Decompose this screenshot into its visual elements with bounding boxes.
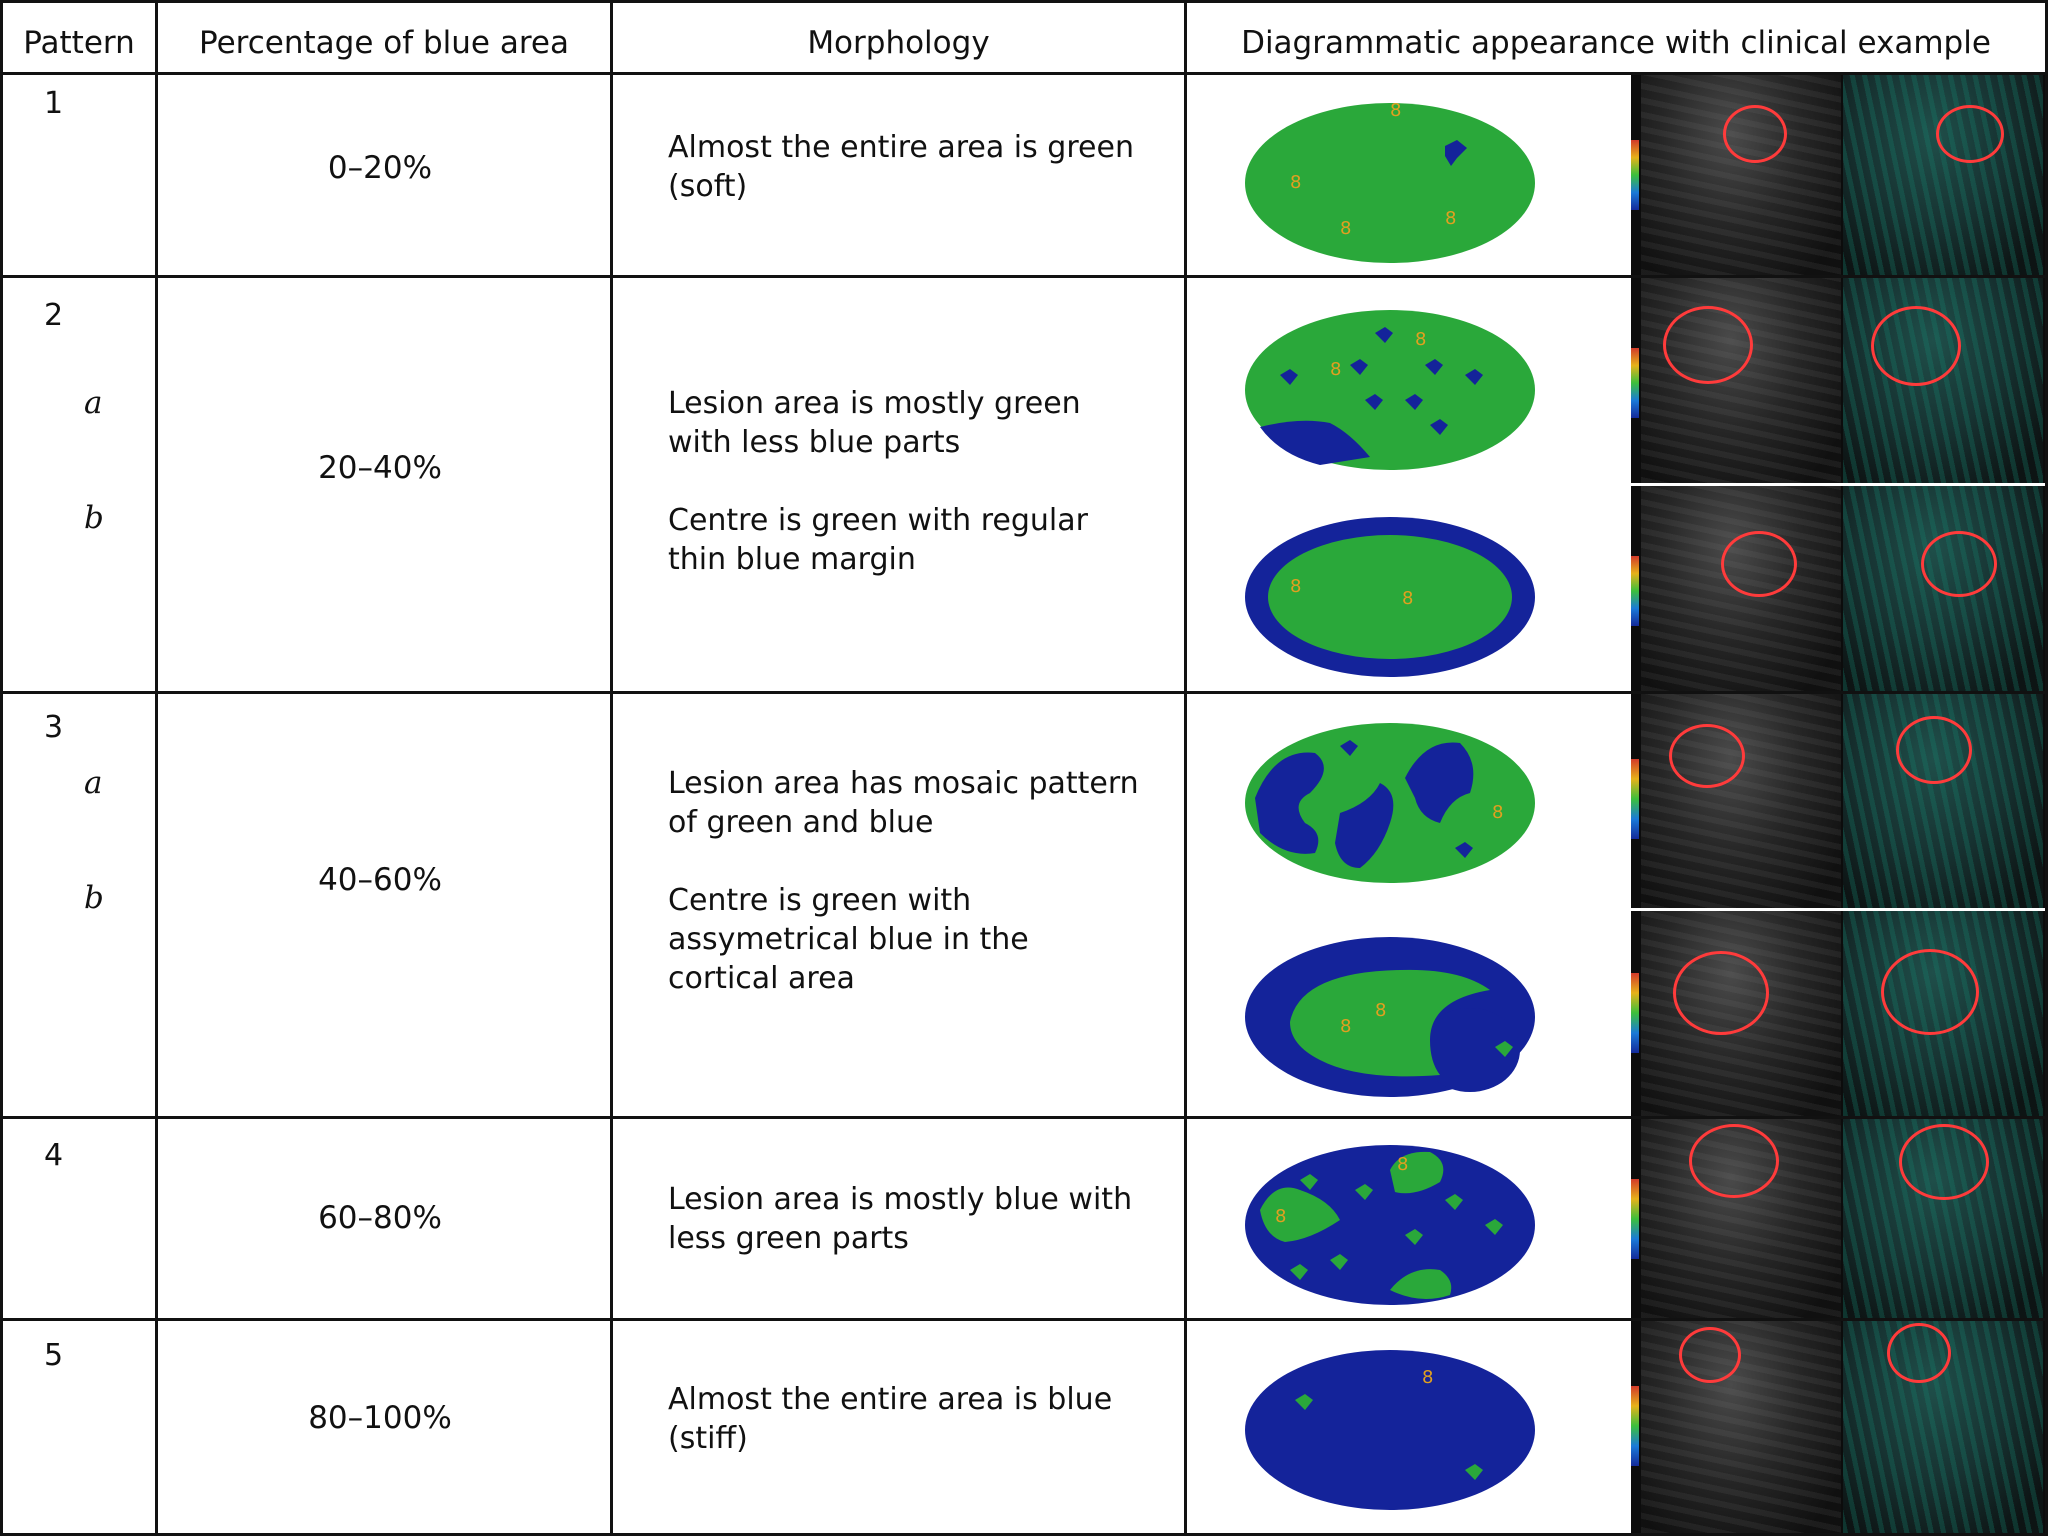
svg-text:8: 8 bbox=[1422, 1367, 1433, 1388]
percentage-5: 80–100% bbox=[308, 1400, 452, 1436]
subpattern-3b: b bbox=[84, 880, 104, 916]
b-mode-panel bbox=[1641, 1321, 1841, 1533]
lesion-circle bbox=[1669, 724, 1745, 788]
lesion-circle bbox=[1896, 716, 1972, 784]
table-border-left bbox=[0, 0, 3, 1536]
column-divider-3 bbox=[1184, 0, 1187, 1536]
lesion-circle bbox=[1663, 306, 1753, 384]
diagram-pattern-3b: 8 8 bbox=[1245, 937, 1535, 1097]
table-border-right bbox=[2045, 0, 2048, 1536]
lesion-circle bbox=[1881, 949, 1979, 1035]
row-divider-1 bbox=[0, 275, 2048, 278]
column-divider-1 bbox=[155, 0, 158, 1536]
svg-text:8: 8 bbox=[1340, 1016, 1351, 1037]
table-border-bottom bbox=[0, 1533, 2048, 1536]
clinical-example-2a bbox=[1631, 278, 2045, 483]
clinical-example-3a bbox=[1631, 694, 2045, 908]
diagram-pattern-2a: 8 8 bbox=[1245, 310, 1535, 470]
lesion-circle bbox=[1673, 951, 1769, 1035]
pattern-number-1: 1 bbox=[44, 86, 64, 121]
b-mode-panel bbox=[1641, 75, 1841, 275]
svg-text:8: 8 bbox=[1330, 359, 1341, 380]
svg-text:8: 8 bbox=[1492, 802, 1503, 823]
elastography-panel bbox=[1843, 278, 2043, 483]
percentage-3: 40–60% bbox=[318, 862, 442, 898]
lesion-circle bbox=[1723, 105, 1787, 163]
color-scale-bar bbox=[1631, 140, 1639, 210]
clinical-example-5 bbox=[1631, 1321, 2045, 1533]
lesion-circle bbox=[1871, 306, 1961, 386]
morphology-5: Almost the entire area is blue (stiff) bbox=[668, 1382, 1113, 1456]
diagram-pattern-2b: 8 8 bbox=[1245, 517, 1535, 677]
morphology-3b: Centre is green with assymetrical blue i… bbox=[668, 883, 1029, 996]
pattern-number-2: 2 bbox=[44, 298, 64, 333]
color-scale-bar bbox=[1631, 1179, 1639, 1259]
svg-text:8: 8 bbox=[1290, 172, 1301, 193]
lesion-circle bbox=[1887, 1323, 1951, 1383]
diagram-pattern-1: 8 8 8 8 bbox=[1245, 100, 1535, 263]
subpattern-3a: a bbox=[84, 765, 103, 801]
svg-text:8: 8 bbox=[1390, 100, 1401, 121]
pattern-number-5: 5 bbox=[44, 1338, 64, 1373]
svg-text:8: 8 bbox=[1340, 218, 1351, 239]
clinical-example-4 bbox=[1631, 1119, 2045, 1318]
percentage-1: 0–20% bbox=[327, 150, 433, 186]
header-pattern: Pattern bbox=[23, 25, 135, 61]
header-divider bbox=[0, 72, 2048, 75]
clinical-example-2b bbox=[1631, 486, 2045, 691]
svg-text:8: 8 bbox=[1375, 1000, 1386, 1021]
subpattern-2b: b bbox=[84, 500, 104, 536]
header-percentage: Percentage of blue area bbox=[199, 25, 569, 61]
diagram-pattern-4: 8 8 bbox=[1245, 1145, 1535, 1305]
subpattern-2a: a bbox=[84, 385, 103, 421]
header-morphology: Morphology bbox=[807, 25, 990, 61]
svg-text:8: 8 bbox=[1415, 329, 1426, 350]
lesion-circle bbox=[1679, 1327, 1741, 1383]
clinical-example-3b bbox=[1631, 911, 2045, 1116]
morphology-1: Almost the entire area is green (soft) bbox=[668, 130, 1134, 204]
svg-text:8: 8 bbox=[1402, 588, 1413, 609]
lesion-circle bbox=[1921, 531, 1997, 597]
lesion-circle bbox=[1899, 1124, 1989, 1200]
row-divider-2 bbox=[0, 691, 2048, 694]
color-scale-bar bbox=[1631, 348, 1639, 418]
color-scale-bar bbox=[1631, 973, 1639, 1053]
svg-text:8: 8 bbox=[1290, 576, 1301, 597]
lesion-circle bbox=[1689, 1124, 1779, 1198]
elastography-panel bbox=[1843, 75, 2043, 275]
morphology-4: Lesion area is mostly blue with less gre… bbox=[668, 1182, 1133, 1256]
diagram-pattern-3a: 8 bbox=[1245, 723, 1535, 883]
table-border-top bbox=[0, 0, 2048, 3]
svg-text:8: 8 bbox=[1445, 208, 1456, 229]
svg-text:8: 8 bbox=[1275, 1206, 1286, 1227]
clinical-example-1 bbox=[1631, 75, 2045, 275]
percentage-4: 60–80% bbox=[318, 1200, 442, 1236]
pattern-number-4: 4 bbox=[44, 1138, 64, 1173]
lesion-circle bbox=[1721, 531, 1797, 597]
color-scale-bar bbox=[1631, 1386, 1639, 1466]
diagram-pattern-5: 8 bbox=[1245, 1350, 1535, 1510]
row-divider-3 bbox=[0, 1116, 2048, 1119]
color-scale-bar bbox=[1631, 556, 1639, 626]
lesion-circle bbox=[1936, 105, 2004, 163]
morphology-3a: Lesion area has mosaic pattern of green … bbox=[668, 766, 1139, 840]
percentage-2: 20–40% bbox=[318, 450, 442, 486]
color-scale-bar bbox=[1631, 759, 1639, 839]
b-mode-panel bbox=[1641, 278, 1841, 483]
morphology-2b: Centre is green with regular thin blue m… bbox=[668, 503, 1088, 577]
header-diagram: Diagrammatic appearance with clinical ex… bbox=[1241, 25, 1991, 61]
b-mode-panel bbox=[1641, 694, 1841, 908]
row-divider-4 bbox=[0, 1318, 2048, 1321]
column-divider-2 bbox=[610, 0, 613, 1536]
svg-text:8: 8 bbox=[1397, 1154, 1408, 1175]
morphology-2a: Lesion area is mostly green with less bl… bbox=[668, 386, 1081, 460]
pattern-number-3: 3 bbox=[44, 710, 64, 745]
